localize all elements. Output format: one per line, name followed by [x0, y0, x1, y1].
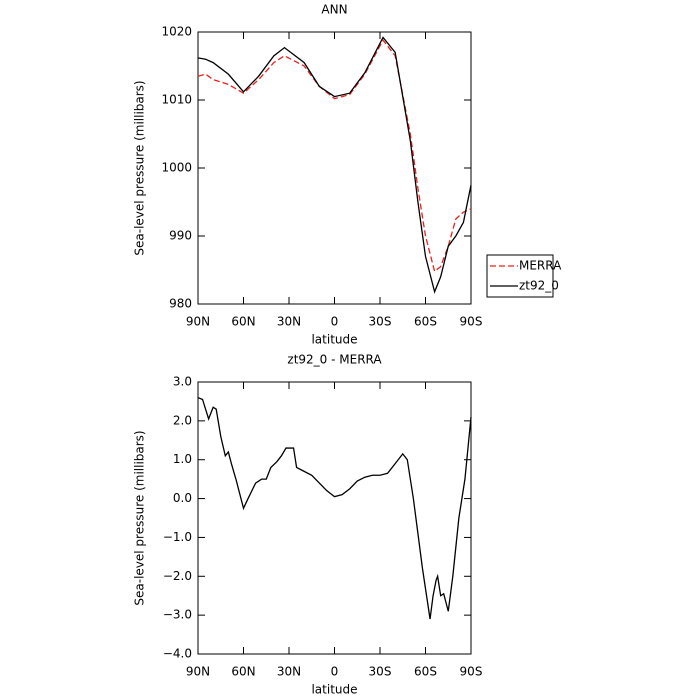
y-tick-label: −1.0 — [163, 530, 192, 544]
x-axis-label: latitude — [311, 683, 357, 697]
x-tick-label: 90S — [460, 315, 483, 329]
x-tick-label: 0 — [331, 315, 339, 329]
data-line — [197, 36, 472, 294]
y-tick-label: −4.0 — [163, 647, 192, 661]
y-tick-label: 1000 — [161, 161, 192, 175]
y-tick-label: 2.0 — [173, 413, 192, 427]
x-tick-label: 30N — [277, 315, 301, 329]
chart-title: zt92_0 - MERRA — [287, 353, 382, 367]
y-tick-label: 1010 — [161, 93, 192, 107]
plot-frame — [197, 31, 472, 305]
x-tick-label: 90N — [186, 315, 210, 329]
x-tick-label: 90N — [186, 665, 210, 679]
x-tick-label: 60N — [231, 665, 255, 679]
x-tick-label: 0 — [331, 665, 339, 679]
y-tick-label: 1020 — [161, 25, 192, 39]
x-tick-label: 30S — [369, 665, 392, 679]
x-tick-label: 60S — [414, 665, 437, 679]
y-axis-label: Sea-level pressure (millibars) — [133, 430, 147, 605]
legend-label: zt92_0 — [519, 279, 559, 293]
plot-frame — [197, 381, 472, 655]
legend-label: MERRA — [519, 259, 562, 273]
y-tick-label: 980 — [169, 297, 192, 311]
y-tick-label: 1.0 — [173, 452, 192, 466]
data-line — [197, 396, 472, 620]
data-line — [197, 38, 472, 273]
y-axis-label: Sea-level pressure (millibars) — [133, 80, 147, 255]
x-tick-label: 60N — [231, 315, 255, 329]
x-tick-label: 30N — [277, 665, 301, 679]
y-tick-label: 0.0 — [173, 491, 192, 505]
x-tick-label: 90S — [460, 665, 483, 679]
legend-box — [486, 254, 554, 298]
x-axis-label: latitude — [311, 333, 357, 347]
y-tick-label: −2.0 — [163, 569, 192, 583]
chart-title: ANN — [321, 3, 347, 17]
x-tick-label: 30S — [369, 315, 392, 329]
y-tick-label: −3.0 — [163, 608, 192, 622]
y-tick-label: 3.0 — [173, 375, 192, 389]
y-tick-label: 990 — [169, 229, 192, 243]
x-tick-label: 60S — [414, 315, 437, 329]
